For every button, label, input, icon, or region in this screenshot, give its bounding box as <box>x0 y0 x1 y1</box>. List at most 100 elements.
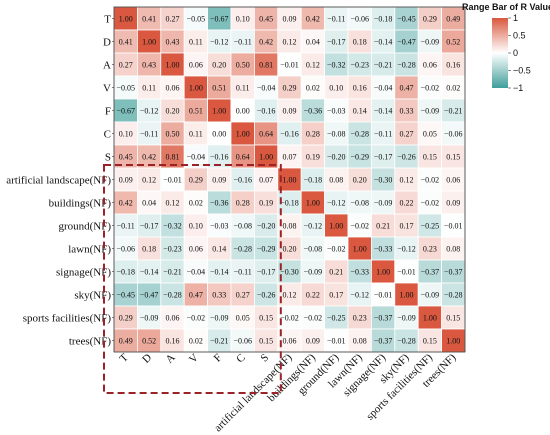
cell-value-label: −0.08 <box>350 199 369 208</box>
cell-value-label: −0.21 <box>163 268 182 277</box>
cell-value-label: 0.12 <box>400 176 414 185</box>
cell-value-label: 0.29 <box>189 176 203 185</box>
cell-value-label: 0.04 <box>306 38 320 47</box>
cell-value-label: 0.15 <box>446 153 460 162</box>
cell-value-label: 0.05 <box>423 130 437 139</box>
cell-value-label: 0.14 <box>353 107 367 116</box>
cell-value-label: 0.15 <box>259 314 273 323</box>
cell-value-label: 0.17 <box>329 291 343 300</box>
cell-value-label: 0.16 <box>353 84 367 93</box>
cell-value-label: 0.49 <box>119 337 133 346</box>
cell-value-label: 0.43 <box>166 38 180 47</box>
cell-value-label: −0.01 <box>397 268 416 277</box>
cell-value-label: 0.09 <box>212 176 226 185</box>
cell-value-label: 1.00 <box>142 38 156 47</box>
cell-value-label: −0.11 <box>140 130 158 139</box>
cell-value-label: −0.09 <box>421 291 440 300</box>
cell-value-label: 0.33 <box>212 291 226 300</box>
cell-value-label: −0.05 <box>116 84 135 93</box>
cell-value-label: −0.16 <box>210 153 229 162</box>
cell-value-label: 0.51 <box>212 84 226 93</box>
cell-value-label: −0.37 <box>374 314 393 323</box>
cell-value-label: −0.14 <box>374 107 393 116</box>
cell-value-label: −0.18 <box>280 199 299 208</box>
cell-value-label: −0.02 <box>280 314 299 323</box>
cell-value-label: 0.20 <box>283 245 297 254</box>
cell-value-label: −0.03 <box>327 107 346 116</box>
cell-value-label: −0.26 <box>397 153 416 162</box>
cell-value-label: 0.12 <box>306 61 320 70</box>
column-label: V <box>187 352 201 366</box>
cell-value-label: 0.28 <box>236 199 250 208</box>
cell-value-label: −0.09 <box>210 314 229 323</box>
cell-value-label: −0.09 <box>374 199 393 208</box>
cell-value-label: 0.17 <box>400 222 414 231</box>
cell-value-label: 0.29 <box>119 314 133 323</box>
cell-value-label: −0.01 <box>280 61 299 70</box>
cell-value-label: 0.41 <box>142 15 156 24</box>
cell-value-label: 0.33 <box>400 107 414 116</box>
cell-value-label: −0.37 <box>444 268 463 277</box>
cell-value-label: −0.14 <box>140 268 159 277</box>
cell-value-label: 0.27 <box>166 15 180 24</box>
cell-value-label: −0.06 <box>116 245 135 254</box>
cell-value-label: 0.12 <box>283 38 297 47</box>
cell-value-label: −0.26 <box>257 291 276 300</box>
cell-value-label: −0.67 <box>210 15 229 24</box>
cell-value-label: −0.09 <box>421 38 440 47</box>
cell-value-label: −0.18 <box>304 176 323 185</box>
cell-value-label: 0.12 <box>283 291 297 300</box>
cell-value-label: 1.00 <box>400 291 414 300</box>
cell-value-label: 0.43 <box>142 61 156 70</box>
cell-value-label: 0.23 <box>353 314 367 323</box>
row-label: sky(NF) <box>74 290 111 302</box>
cell-value-label: −0.14 <box>210 268 229 277</box>
cell-value-label: −0.11 <box>374 130 392 139</box>
cell-value-label: −0.04 <box>187 268 206 277</box>
cell-value-label: 0.50 <box>236 61 250 70</box>
row-label: A <box>103 60 111 72</box>
cell-value-label: −0.08 <box>233 222 252 231</box>
cell-value-label: −0.25 <box>421 222 440 231</box>
row-label: F <box>105 106 111 118</box>
cell-value-label: −0.30 <box>374 176 393 185</box>
row-label: artificial landscape(NF) <box>6 175 111 187</box>
legend-tick-label: −0.5 <box>513 66 531 76</box>
cell-value-label: −0.17 <box>140 222 159 231</box>
cell-value-label: 1.00 <box>376 268 390 277</box>
cell-value-label: −0.18 <box>116 268 135 277</box>
cell-value-label: 0.02 <box>189 199 203 208</box>
cell-value-label: 0.19 <box>259 199 273 208</box>
cell-value-label: −0.32 <box>163 222 182 231</box>
legend-tick-label: −1 <box>513 83 523 93</box>
cell-value-label: 0.27 <box>236 291 250 300</box>
cell-value-label: 0.42 <box>306 15 320 24</box>
row-label: T <box>104 14 111 26</box>
cell-value-label: −0.12 <box>397 245 416 254</box>
cell-value-label: 0.00 <box>212 130 226 139</box>
cell-value-label: 0.11 <box>189 130 203 139</box>
cell-value-label: 0.20 <box>353 176 367 185</box>
row-label: C <box>104 129 111 141</box>
cell-value-label: 0.29 <box>423 15 437 24</box>
cell-value-label: −0.12 <box>210 38 229 47</box>
cell-value-label: −0.20 <box>327 153 346 162</box>
cell-value-label: −0.36 <box>210 199 229 208</box>
row-label: S <box>105 152 111 164</box>
cell-value-label: 0.23 <box>423 245 437 254</box>
cell-value-label: −0.12 <box>350 291 369 300</box>
cell-value-label: 0.64 <box>236 153 250 162</box>
heatmap-cells: 1.00 0.41 0.27 −0.05 −0.67 0.10 0.45 0.09 0.42 −0… <box>113 6 466 353</box>
cell-value-label: 0.06 <box>283 337 297 346</box>
cell-value-label: 0.06 <box>166 84 180 93</box>
cell-value-label: 0.11 <box>236 84 250 93</box>
cell-value-label: 0.08 <box>353 337 367 346</box>
cell-value-label: 0.81 <box>166 153 180 162</box>
column-label: F <box>212 352 225 365</box>
cell-value-label: 0.09 <box>283 15 297 24</box>
cell-value-label: 1.00 <box>189 84 203 93</box>
row-label: buildings(NF) <box>49 198 112 210</box>
cell-value-label: −0.21 <box>444 107 463 116</box>
cell-value-label: 1.00 <box>236 130 250 139</box>
cell-value-label: 0.16 <box>166 337 180 346</box>
